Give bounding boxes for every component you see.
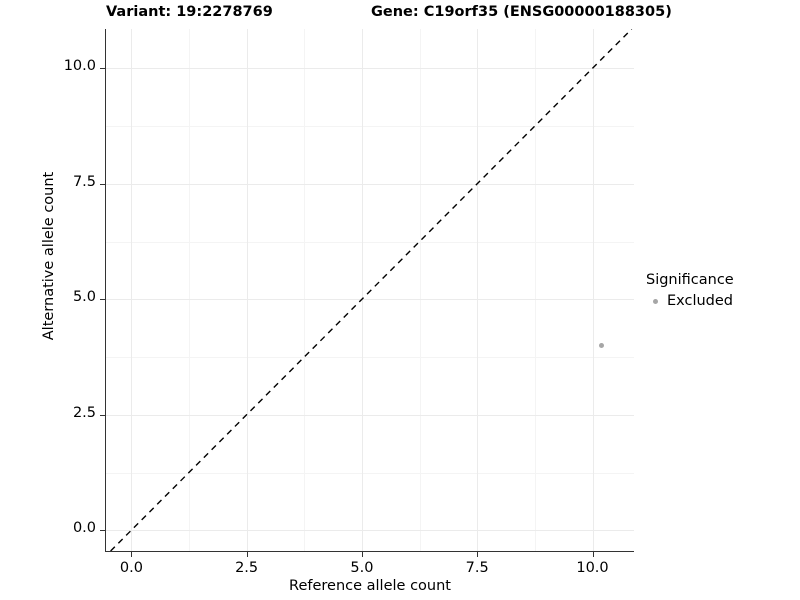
legend: Significance Excluded bbox=[646, 272, 796, 311]
y-axis-tick-label: 10.0 bbox=[63, 58, 96, 75]
x-axis-tick bbox=[246, 552, 248, 557]
legend-dot bbox=[652, 298, 658, 304]
gridline-minor-horizontal bbox=[106, 241, 634, 243]
gridline-minor-vertical bbox=[304, 29, 306, 551]
gridline-major-horizontal bbox=[106, 414, 634, 416]
x-axis-line bbox=[105, 551, 634, 552]
y-axis-tick-label: 5.0 bbox=[72, 289, 96, 306]
y-axis-tick bbox=[100, 414, 105, 416]
gridline-minor-horizontal bbox=[106, 126, 634, 127]
x-axis-tick bbox=[361, 552, 363, 557]
plot-title-row: Variant: 19:2278769 Gene: C19orf35 (ENSG… bbox=[106, 4, 672, 26]
y-axis-tick-label: 0.0 bbox=[72, 520, 96, 537]
gridline-major-horizontal bbox=[106, 530, 634, 532]
gridline-major-horizontal bbox=[106, 68, 634, 70]
gene-title: Gene: C19orf35 (ENSG00000188305) bbox=[371, 4, 672, 20]
gridline-major-horizontal bbox=[106, 299, 634, 301]
y-axis-tick bbox=[100, 299, 105, 301]
x-axis-tick-label: 0.0 bbox=[119, 560, 143, 576]
gridline-major-vertical bbox=[361, 29, 363, 551]
variant-title: Variant: 19:2278769 bbox=[106, 4, 273, 20]
legend-point-icon bbox=[646, 292, 664, 310]
gridline-minor-vertical bbox=[419, 29, 421, 551]
x-axis-tick bbox=[592, 552, 594, 557]
gridline-major-vertical bbox=[477, 29, 479, 551]
y-axis-tick-label: 2.5 bbox=[72, 404, 96, 421]
y-axis-tick-label: 7.5 bbox=[72, 173, 96, 190]
gridline-minor-horizontal bbox=[106, 472, 634, 474]
y-axis-tick bbox=[100, 183, 105, 185]
legend-items: Excluded bbox=[646, 291, 796, 311]
gridline-minor-horizontal bbox=[106, 357, 634, 358]
legend-item-label: Excluded bbox=[667, 293, 734, 309]
gridline-minor-vertical bbox=[189, 29, 190, 551]
x-axis-label: Reference allele count bbox=[289, 578, 451, 594]
y-axis-tick bbox=[100, 68, 105, 70]
x-axis-tick bbox=[131, 552, 133, 557]
gridline-major-vertical bbox=[592, 29, 594, 551]
x-axis-tick bbox=[477, 552, 479, 557]
legend-item: Excluded bbox=[646, 291, 796, 311]
legend-title: Significance bbox=[646, 272, 734, 288]
x-axis-tick-label: 10.0 bbox=[576, 560, 609, 576]
gridline-major-vertical bbox=[131, 29, 133, 551]
gridline-major-vertical bbox=[246, 29, 248, 551]
y-axis-line bbox=[105, 29, 106, 552]
x-axis-tick-label: 2.5 bbox=[235, 560, 259, 576]
gridline-minor-vertical bbox=[534, 29, 536, 551]
data-point bbox=[599, 342, 605, 348]
plot-panel bbox=[106, 29, 634, 551]
diagonal-reference-line bbox=[110, 29, 633, 551]
x-axis-tick-label: 5.0 bbox=[350, 560, 374, 576]
x-axis-tick-label: 7.5 bbox=[465, 560, 489, 576]
gridline-major-horizontal bbox=[106, 183, 634, 185]
y-axis-tick bbox=[100, 530, 105, 532]
y-axis-label: Alternative allele count bbox=[41, 171, 57, 341]
